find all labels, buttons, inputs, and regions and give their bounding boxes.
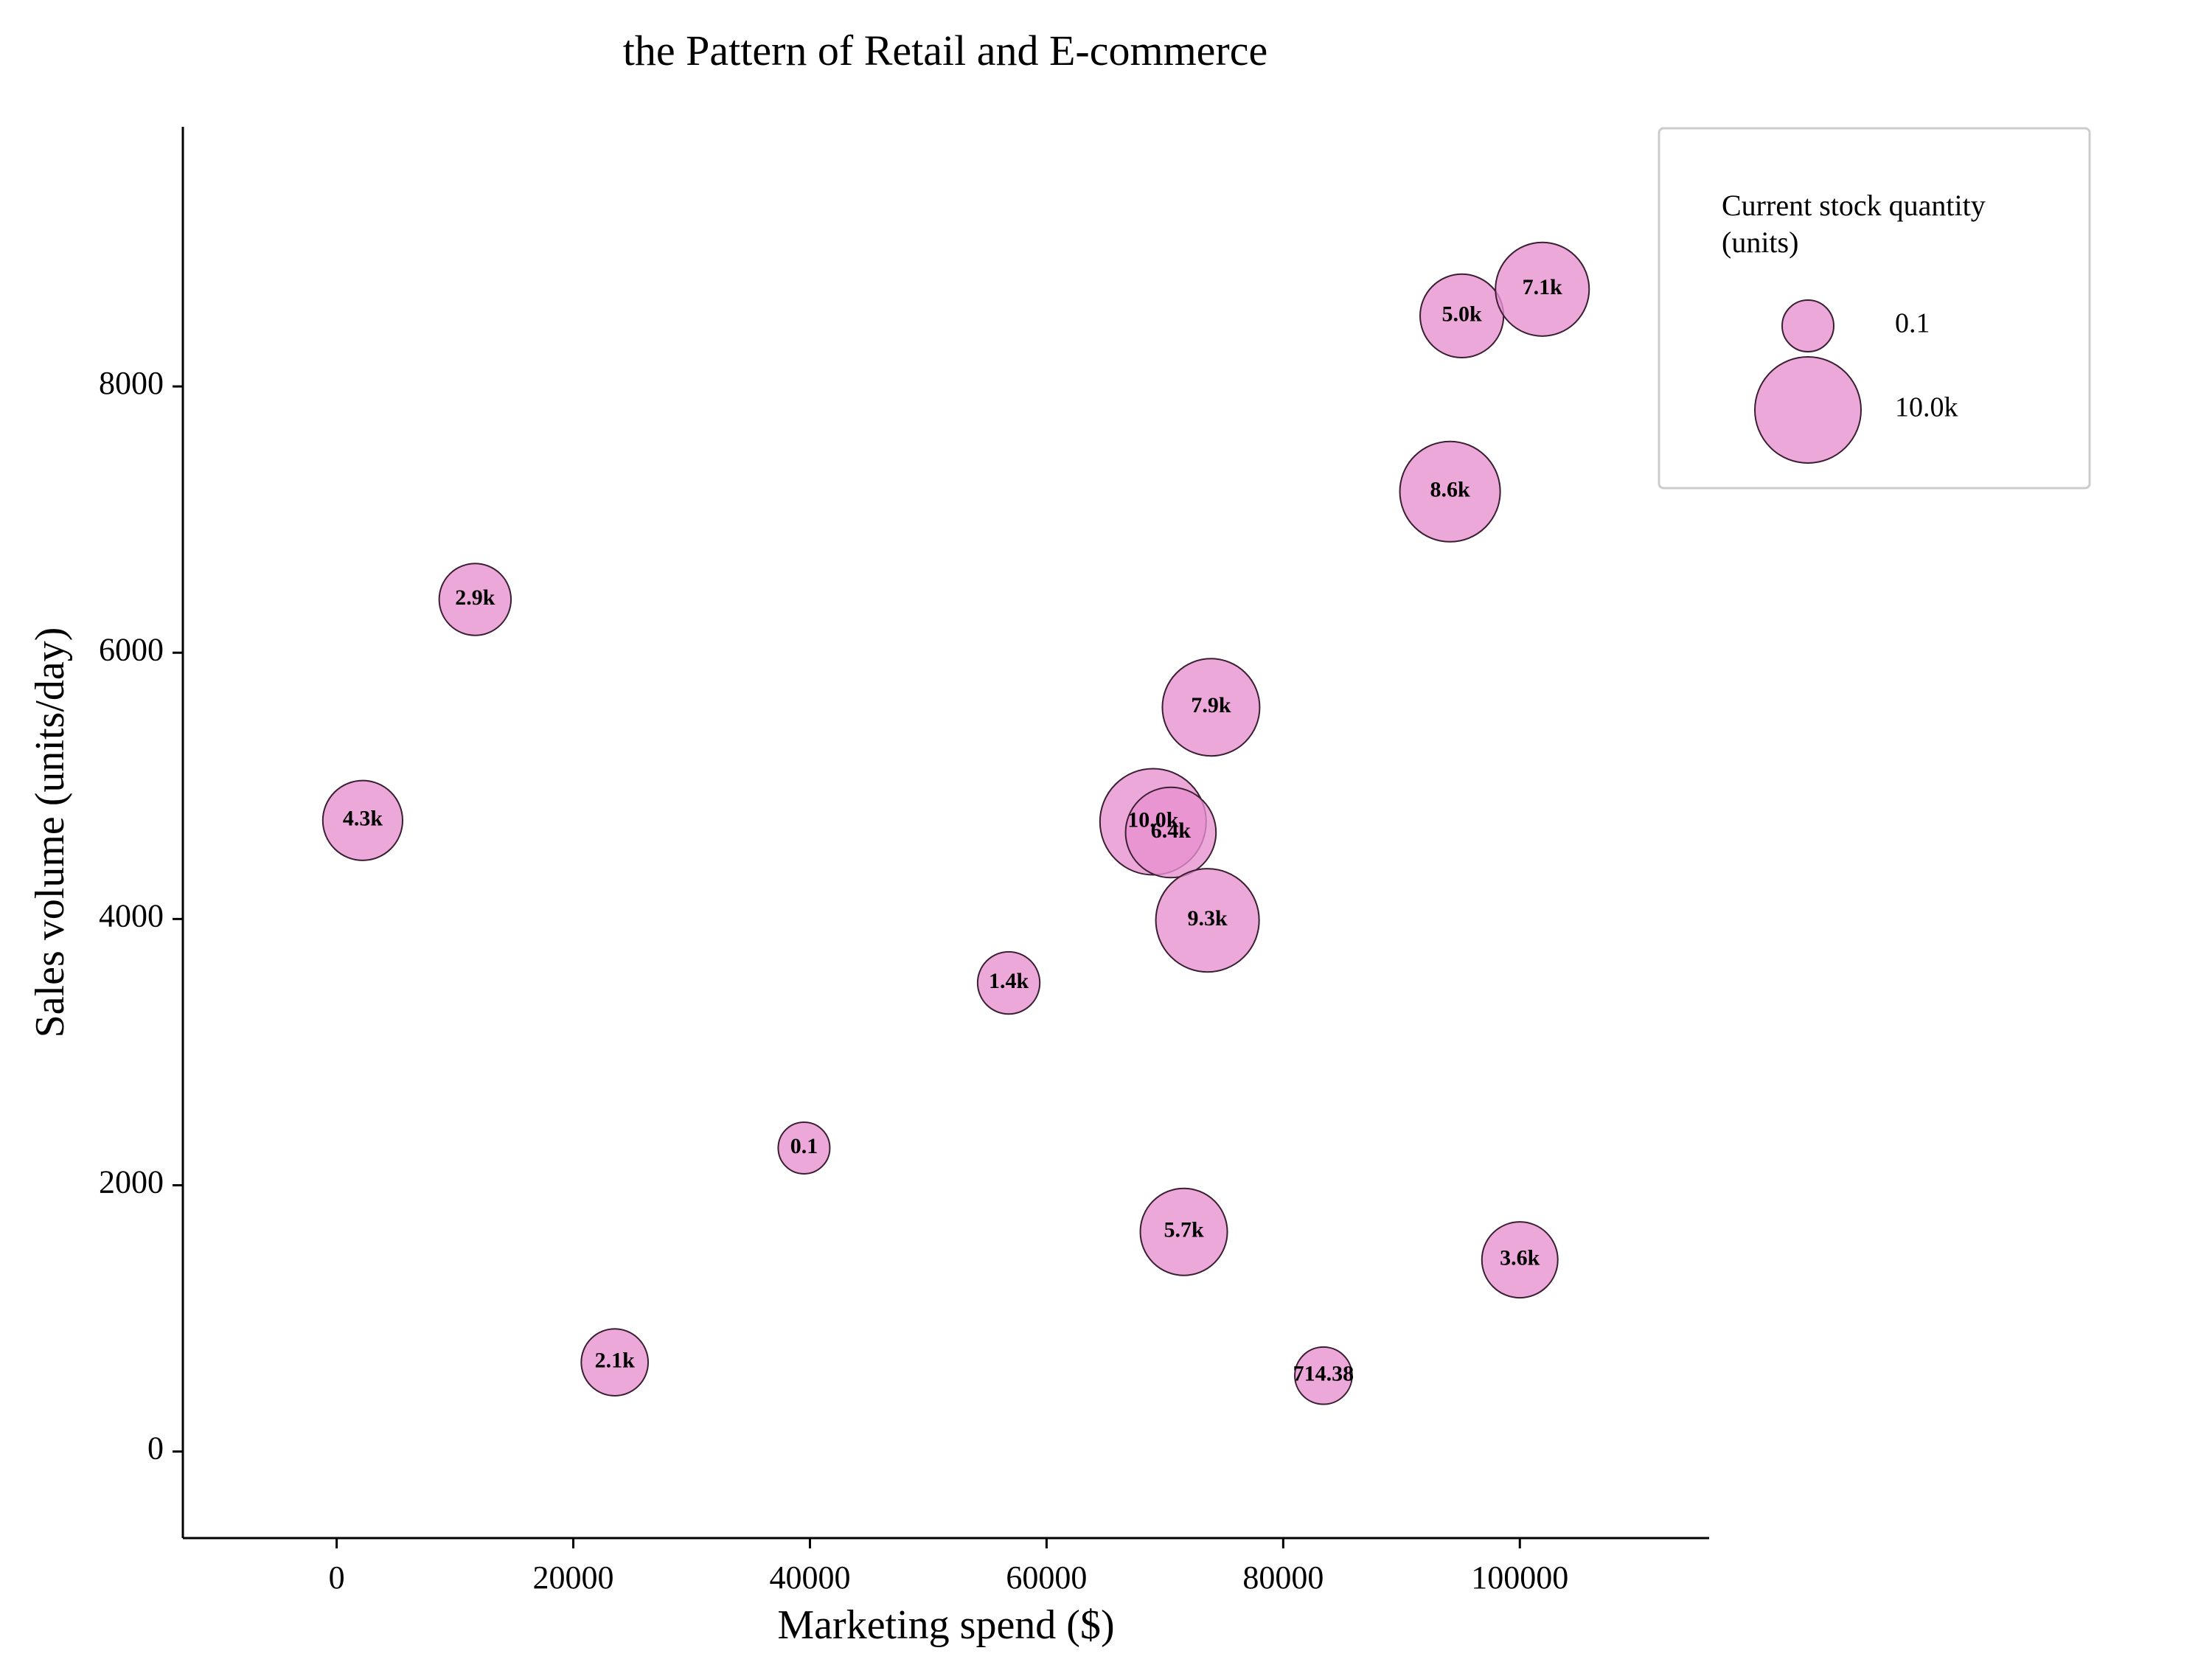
bubble-data-label: 0.1 [790,1134,818,1158]
bubble-layer [321,241,1590,1405]
x-axis-ticks: 0 20000 40000 60000 80000 100000 [329,1538,1568,1596]
bubble-data-label: 7.9k [1191,693,1231,717]
bubble-data-label: 3.6k [1500,1246,1540,1270]
bubble-data-label: 2.9k [455,585,495,610]
bubble-point [1139,1187,1228,1276]
legend: Current stock quantity (units) 0.1 10.0k [1658,127,2091,490]
bubble-data-label: 4.3k [343,807,383,831]
x-tick-label: 100000 [1471,1559,1568,1596]
x-axis-label: Marketing spend ($) [777,1602,1114,1648]
bubble-data-label: 5.7k [1164,1218,1204,1242]
bubble-data-label: 7.1k [1523,275,1563,299]
legend-title-line-2: (units) [1722,226,1798,259]
legend-frame [1658,127,2091,490]
bubble-point [1481,1221,1559,1299]
bubble-point [438,563,512,636]
bubble-data-label: 714.38 [1293,1362,1354,1386]
bubble-point [777,1121,831,1175]
bubble-data-label: 5.0k [1442,302,1483,326]
chart-title: the Pattern of Retail and E-commerce [623,27,1267,74]
x-tick-label: 80000 [1242,1559,1324,1596]
bubble-point [1294,1346,1353,1405]
bubble-point [1155,868,1260,973]
x-tick-label: 0 [329,1559,345,1596]
x-tick-label: 20000 [533,1559,614,1596]
bubble-point [580,1328,650,1397]
y-tick-label: 2000 [99,1164,164,1200]
y-axis-label: Sales volume (units/day) [27,627,73,1038]
y-tick-label: 6000 [99,631,164,667]
y-tick-label: 8000 [99,365,164,401]
x-tick-label: 60000 [1006,1559,1087,1596]
bubble-data-label: 6.4k [1151,818,1192,843]
bubble-data-label: 9.3k [1188,906,1228,931]
bubble-point [1399,440,1501,543]
legend-bubble [1781,299,1834,352]
bubble-data-label: 1.4k [989,969,1029,993]
bubble-label-layer: 4.3k 2.9k 2.1k 0.1 1.4k 10.0k6.4k 5.7k 9.3k 7.9k… [343,275,1562,1385]
y-tick-label: 0 [147,1430,164,1467]
legend-title-line-1: Current stock quantity [1722,189,1986,222]
bubble-data-label: 10.0k [1127,807,1179,832]
bubble-point [1495,241,1590,337]
y-axis-ticks: 0 2000 4000 6000 8000 [99,365,183,1467]
y-tick-label: 4000 [99,897,164,933]
legend-bubble [1754,356,1862,464]
legend-entry-label: 10.0k [1895,392,1958,423]
bubble-data-label: 8.6k [1430,478,1470,502]
x-tick-label: 40000 [769,1559,850,1596]
legend-entry-label: 0.1 [1895,308,1930,339]
bubble-data-label: 2.1k [595,1349,636,1373]
legend-entries: 0.1 10.0k [1754,299,1958,464]
bubble-point [321,779,404,861]
bubble-point [1124,786,1217,879]
bubble-point [1161,658,1261,757]
bubble-point [976,950,1041,1015]
